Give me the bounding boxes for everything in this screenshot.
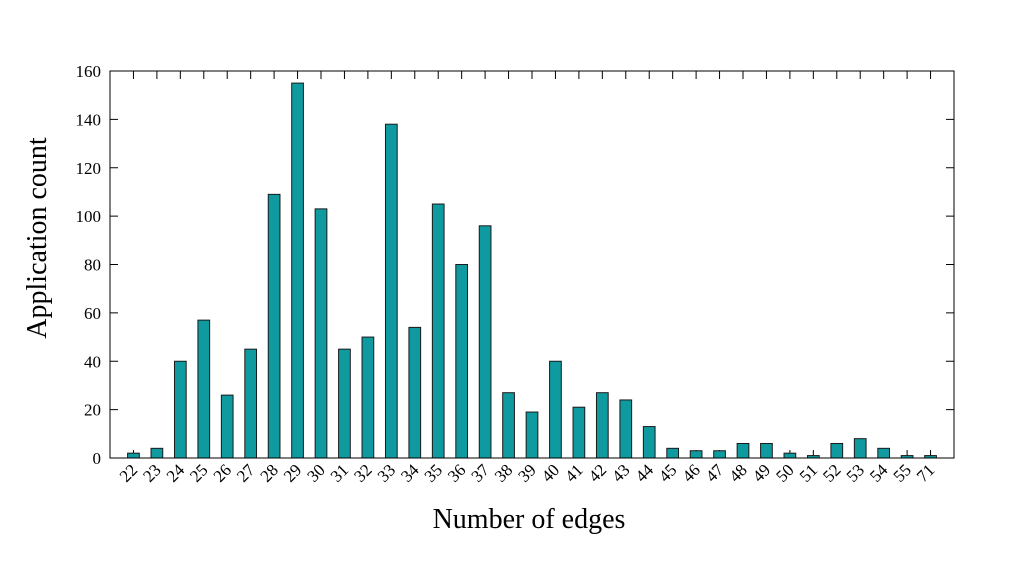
x-tick-label: 30 bbox=[303, 460, 328, 485]
bar bbox=[619, 399, 633, 459]
x-tick-label: 29 bbox=[280, 460, 305, 485]
x-tick-label: 44 bbox=[632, 460, 658, 486]
bar bbox=[736, 442, 750, 459]
bar bbox=[478, 225, 492, 459]
bar bbox=[783, 452, 797, 459]
x-tick-labels: 2223242526272829303132333435363738394041… bbox=[116, 460, 939, 486]
y-tick-label: 120 bbox=[76, 159, 102, 178]
bar bbox=[220, 394, 234, 459]
x-axis-title: Number of edges bbox=[433, 504, 626, 535]
bar bbox=[267, 193, 281, 459]
x-tick-label: 28 bbox=[256, 460, 281, 485]
x-tick-label: 38 bbox=[491, 460, 516, 485]
x-tick-label: 22 bbox=[116, 460, 141, 485]
x-tick-label: 47 bbox=[702, 460, 728, 486]
x-tick-label: 51 bbox=[796, 460, 821, 485]
x-tick-label: 26 bbox=[210, 460, 235, 485]
x-tick-label: 40 bbox=[538, 460, 563, 485]
x-tick-label: 34 bbox=[397, 460, 423, 486]
x-tick-label: 43 bbox=[608, 460, 633, 485]
bar bbox=[572, 406, 586, 459]
x-tick-label: 31 bbox=[327, 460, 352, 485]
bar bbox=[853, 438, 867, 459]
x-tick-label: 36 bbox=[444, 460, 469, 485]
bar bbox=[408, 326, 422, 459]
ticks-layer bbox=[110, 70, 954, 459]
y-tick-label: 60 bbox=[84, 304, 101, 323]
x-tick-label: 50 bbox=[772, 460, 797, 485]
y-tick-label: 40 bbox=[84, 352, 101, 371]
y-tick-label: 160 bbox=[76, 62, 102, 81]
bar bbox=[338, 348, 351, 459]
bar bbox=[197, 319, 211, 459]
x-tick-label: 41 bbox=[561, 460, 586, 485]
bar bbox=[713, 450, 726, 459]
bar bbox=[455, 264, 469, 459]
y-tick-labels: 0 20 40 60 80 100 120 140 160 bbox=[76, 62, 102, 468]
plot-frame bbox=[109, 70, 955, 459]
x-tick-label: 42 bbox=[585, 460, 610, 485]
y-tick-label: 140 bbox=[76, 110, 102, 129]
bar bbox=[525, 411, 539, 459]
bar bbox=[314, 208, 328, 459]
bar bbox=[595, 392, 609, 459]
bar bbox=[549, 360, 562, 459]
bar bbox=[642, 426, 656, 459]
bar bbox=[127, 452, 140, 459]
y-tick-label: 0 bbox=[93, 449, 102, 468]
bar bbox=[244, 348, 258, 459]
x-tick-label: 52 bbox=[819, 460, 844, 485]
x-tick-label: 53 bbox=[843, 460, 868, 485]
x-tick-label: 71 bbox=[913, 460, 938, 485]
x-tick-label: 54 bbox=[866, 460, 892, 486]
bar bbox=[361, 336, 375, 459]
bar bbox=[173, 360, 187, 459]
x-tick-label: 45 bbox=[655, 460, 680, 485]
x-tick-label: 35 bbox=[421, 460, 446, 485]
bar bbox=[291, 82, 304, 459]
x-tick-label: 32 bbox=[350, 460, 375, 485]
x-tick-label: 24 bbox=[163, 460, 189, 486]
x-tick-label: 55 bbox=[889, 460, 914, 485]
bars-layer bbox=[127, 82, 937, 459]
x-tick-label: 48 bbox=[725, 460, 750, 485]
y-tick-label: 80 bbox=[84, 256, 101, 275]
bar bbox=[502, 392, 515, 459]
bar bbox=[384, 123, 398, 459]
x-tick-label: 49 bbox=[749, 460, 774, 485]
bar bbox=[877, 447, 891, 459]
bar bbox=[830, 442, 844, 459]
y-tick-label: 20 bbox=[84, 401, 101, 420]
y-axis-title: Application count bbox=[22, 137, 53, 339]
x-tick-label: 27 bbox=[233, 460, 259, 486]
x-tick-label: 37 bbox=[467, 460, 493, 486]
x-tick-label: 25 bbox=[186, 460, 211, 485]
bar bbox=[689, 450, 703, 459]
x-tick-label: 46 bbox=[678, 460, 703, 485]
x-tick-label: 39 bbox=[514, 460, 539, 485]
bar bbox=[760, 442, 773, 459]
bar bbox=[666, 447, 680, 459]
y-tick-label: 100 bbox=[76, 207, 102, 226]
x-tick-label: 33 bbox=[374, 460, 399, 485]
bar bbox=[150, 447, 164, 459]
bar bbox=[431, 203, 445, 459]
x-tick-label: 23 bbox=[139, 460, 164, 485]
